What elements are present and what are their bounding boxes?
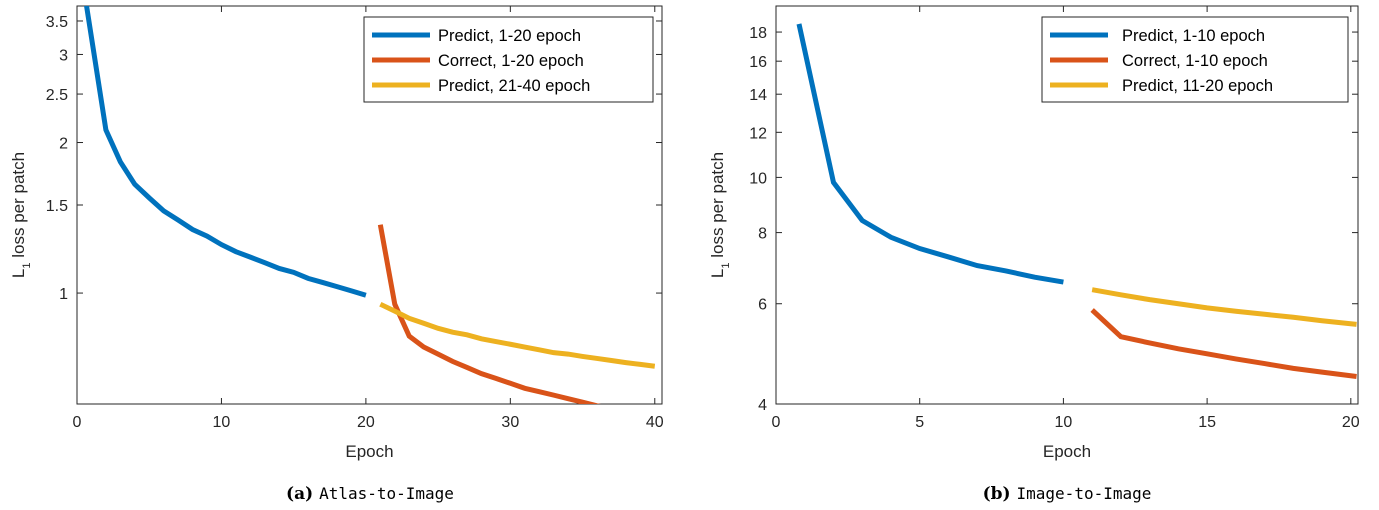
x-tick-label: 40 <box>646 414 664 431</box>
x-axis-label: Epoch <box>345 442 393 461</box>
series-line-3 <box>1091 287 1357 327</box>
x-tick-label: 0 <box>73 414 82 431</box>
series-line-1 <box>796 23 1064 285</box>
chart-panel-b: 0 5 10 15 20 4 6 8 10 12 14 16 18 Epoch L1 loss per pa… <box>708 5 1360 504</box>
legend-label-3: Predict, 11-20 epoch <box>1122 77 1273 95</box>
x-tick-label: 20 <box>357 414 375 431</box>
series-line-2 <box>1090 308 1357 380</box>
caption-name: Atlas-to-Image <box>319 484 454 503</box>
x-axis-label: Epoch <box>1043 442 1091 461</box>
y-tick-label: 18 <box>749 25 767 42</box>
y-axis-label-main: L <box>708 269 727 278</box>
figure-caption: (b) Image-to-Image <box>983 484 1152 504</box>
y-tick-label: 3 <box>59 47 68 64</box>
y-tick-label: 6 <box>758 297 767 314</box>
y-tick-label: 2.5 <box>46 87 68 104</box>
y-tick-label: 8 <box>758 226 767 243</box>
y-tick-label: 16 <box>749 54 767 71</box>
y-tick-label: 3.5 <box>46 14 68 31</box>
y-tick-label: 4 <box>758 397 767 414</box>
caption-name: Image-to-Image <box>1017 484 1152 503</box>
series-line-3 <box>379 301 656 369</box>
axes-box <box>775 5 1359 405</box>
series-line-2 <box>377 224 602 404</box>
y-tick-label: 2 <box>59 136 68 153</box>
figure-caption: (a) Atlas-to-Image <box>286 484 454 504</box>
x-tick-label: 0 <box>772 414 781 431</box>
legend-label-1: Predict, 1-20 epoch <box>438 27 581 45</box>
y-tick-label: 12 <box>749 125 767 142</box>
x-tick-label: 10 <box>213 414 231 431</box>
y-axis-label: L1 loss per patch <box>9 152 33 278</box>
y-axis-label-rest: loss per patch <box>708 152 727 263</box>
legend-label-2: Correct, 1-10 epoch <box>1122 52 1268 70</box>
x-tick-label: 5 <box>915 414 924 431</box>
legend-label-3: Predict, 21-40 epoch <box>438 77 590 95</box>
legend-label-2: Correct, 1-20 epoch <box>438 52 584 70</box>
y-tick-label: 1 <box>59 286 68 303</box>
legend: Predict, 1-20 epoch Correct, 1-20 epoch Pr… <box>363 16 654 103</box>
y-axis-label-sub: 1 <box>21 262 33 268</box>
x-tick-label: 30 <box>501 414 519 431</box>
x-tick-label: 10 <box>1055 414 1073 431</box>
series-line-1 <box>84 6 367 298</box>
legend: Predict, 1-10 epoch Correct, 1-10 epoch Pr… <box>1041 16 1349 103</box>
x-tick-label: 20 <box>1342 414 1360 431</box>
x-tick-label: 15 <box>1198 414 1216 431</box>
y-axis-label-main: L <box>9 269 28 278</box>
caption-letter: (a) <box>286 484 319 504</box>
y-tick-label: 14 <box>749 87 767 104</box>
y-axis-label-rest: loss per patch <box>9 152 28 263</box>
y-tick-label: 10 <box>749 170 767 187</box>
caption-letter: (b) <box>983 484 1017 504</box>
y-axis-label-sub: 1 <box>720 262 732 268</box>
y-axis-label: L1 loss per patch <box>708 152 732 278</box>
legend-label-1: Predict, 1-10 epoch <box>1122 27 1265 45</box>
y-tick-label: 1.5 <box>46 198 68 215</box>
